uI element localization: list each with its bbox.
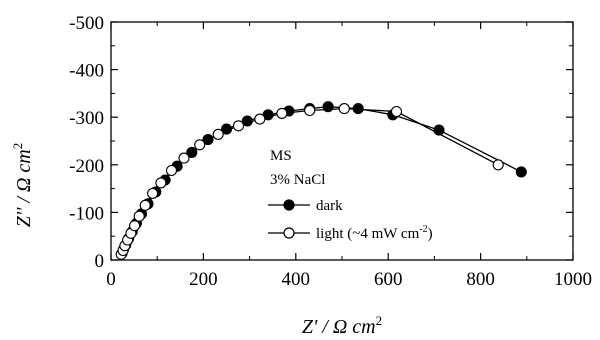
data-point-dark <box>186 146 198 158</box>
data-point-light <box>338 103 350 115</box>
y-axis-title-main: Z'' / Ω cm <box>13 149 35 227</box>
data-point-light <box>390 105 403 118</box>
data-point-light <box>147 187 159 199</box>
x-tick-label: 0 <box>106 269 116 290</box>
data-point-light <box>129 220 141 232</box>
data-point-light <box>232 120 245 132</box>
data-point-dark <box>515 166 527 178</box>
data-point-dark <box>202 134 214 146</box>
data-point-dark <box>220 123 233 135</box>
data-point-light <box>194 139 206 151</box>
data-point-dark <box>322 101 334 113</box>
data-point-light <box>165 164 178 177</box>
y-axis-title-sup: 2 <box>10 143 25 150</box>
data-point-light <box>276 107 288 119</box>
legend-label-dark: dark <box>316 198 343 214</box>
y-tick-label: -200 <box>69 156 104 177</box>
x-tick-label: 400 <box>282 269 311 290</box>
x-tick-label: 200 <box>189 269 218 290</box>
data-point-light <box>254 113 266 125</box>
x-tick-label: 800 <box>466 269 495 290</box>
data-point-light <box>304 104 316 117</box>
x-tick-label: 600 <box>374 269 403 290</box>
legend: dark light (~4 mW cm-2) <box>268 198 433 242</box>
y-tick-label: -100 <box>69 203 104 224</box>
data-point-light <box>155 177 167 189</box>
legend-marker-dark <box>283 199 295 211</box>
data-point-dark <box>241 115 253 127</box>
data-point-light <box>139 199 151 211</box>
y-tick-label: -500 <box>69 13 104 34</box>
data-point-light <box>492 159 504 171</box>
plot-frame <box>110 21 574 261</box>
legend-label-light-suffix: ) <box>428 226 433 242</box>
legend-label-light: light (~4 mW cm-2) <box>316 224 433 242</box>
data-point-dark <box>352 103 364 115</box>
legend-label-light-main: light (~4 mW cm <box>316 226 420 242</box>
y-tick-label: -400 <box>69 61 104 82</box>
y-tick-label: -300 <box>69 108 104 129</box>
annotation-electrolyte: 3% NaCl <box>270 172 325 188</box>
x-axis-title: Z' / Ω cm2 <box>302 313 382 338</box>
annotation-ms: MS <box>270 148 292 164</box>
data-point-dark <box>433 124 445 136</box>
data-point-light <box>212 128 224 140</box>
x-axis-title-sup: 2 <box>376 313 383 328</box>
x-axis-title-main: Z' / Ω cm <box>302 316 376 338</box>
x-axis: 0 200 400 600 800 1000 <box>106 22 592 290</box>
plot-border <box>110 21 574 261</box>
data-point-light <box>133 210 145 222</box>
series-markers <box>115 101 527 260</box>
annotation-block: MS 3% NaCl <box>270 148 325 188</box>
legend-marker-light <box>283 227 295 239</box>
y-tick-label: 0 <box>95 251 105 272</box>
data-point-light <box>178 152 190 164</box>
x-tick-label: 1000 <box>554 269 592 290</box>
legend-label-light-sup: -2 <box>419 224 427 235</box>
y-axis-title: Z'' / Ω cm2 <box>10 143 35 228</box>
y-axis: 0 -100 -200 -300 -400 -500 <box>69 13 573 272</box>
